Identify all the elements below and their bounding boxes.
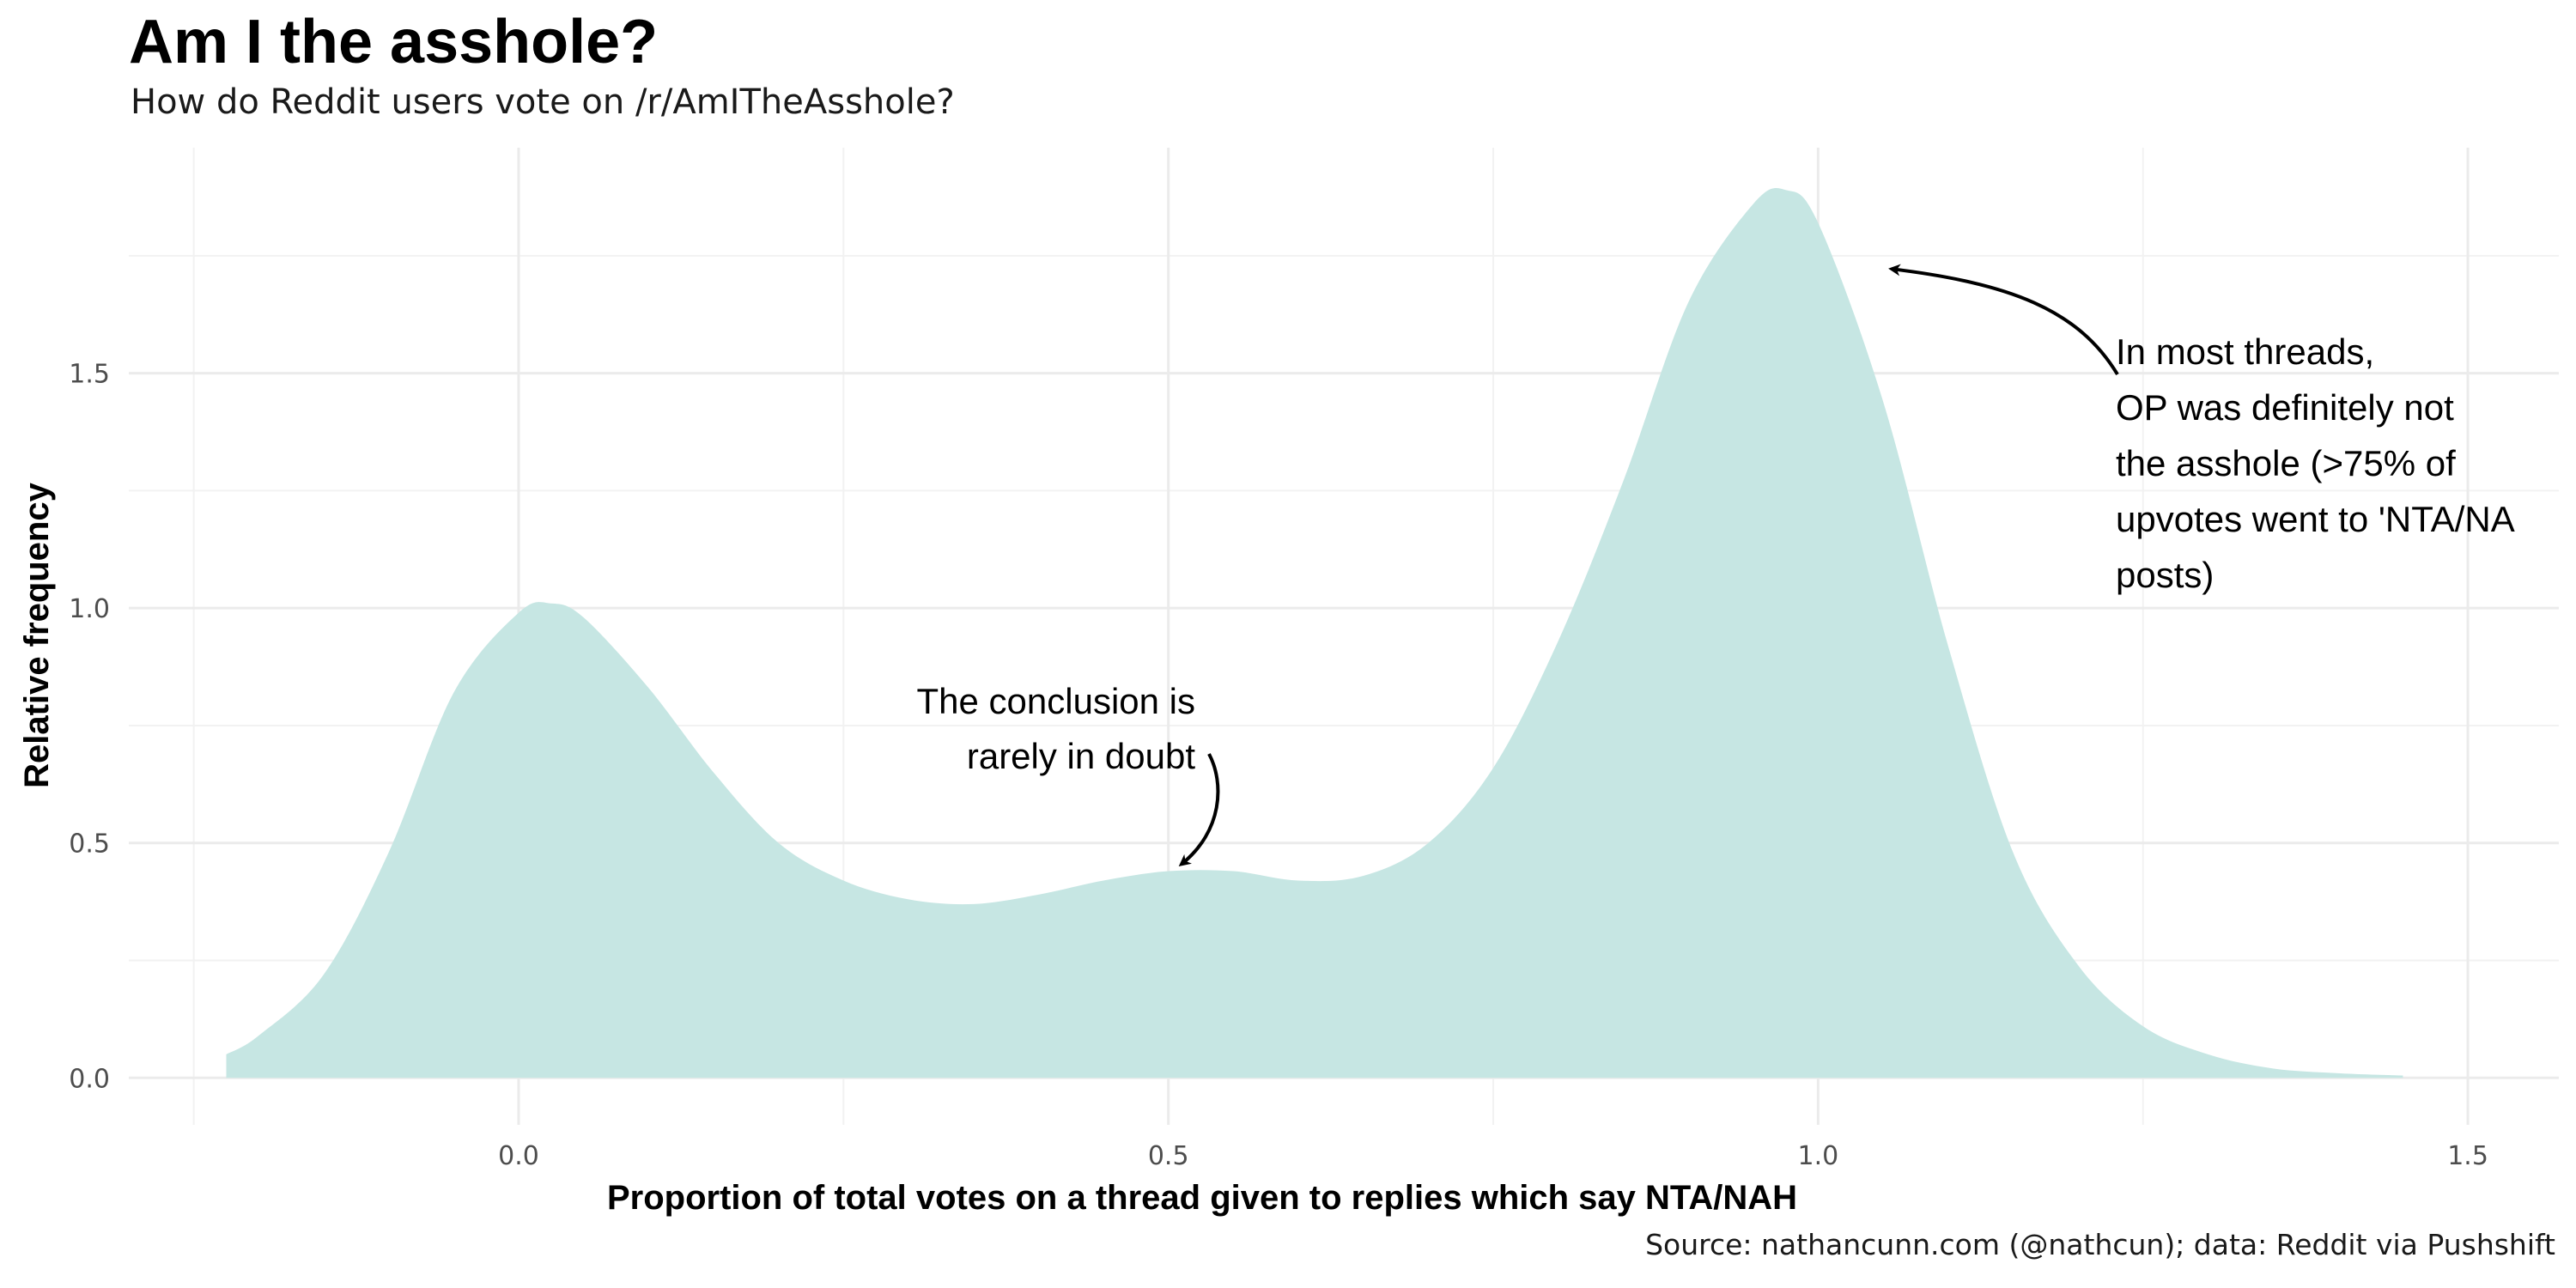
annotation-line: In most threads,: [2116, 331, 2374, 372]
annotation-line: OP was definitely not: [2116, 387, 2454, 428]
y-axis-label: Relative frequency: [18, 482, 56, 787]
chart-title: Am I the asshole?: [129, 8, 659, 76]
annotation-conclusion: The conclusion is rarely in doubt: [917, 681, 1196, 776]
chart-caption: Source: nathancunn.com (@nathcun); data:…: [1645, 1228, 2555, 1261]
x-tick-label: 0.0: [498, 1141, 539, 1171]
y-tick-label: 0.0: [69, 1064, 110, 1094]
x-axis-label: Proportion of total votes on a thread gi…: [607, 1179, 1797, 1217]
annotation-line: upvotes went to 'NTA/NA: [2116, 499, 2515, 539]
annotation-most-threads: In most threads, OP was definitely not the…: [2116, 331, 2515, 595]
annotation-line: rarely in doubt: [967, 736, 1195, 776]
annotation-line: the asshole (>75% of: [2116, 443, 2456, 483]
annotation-line: posts): [2116, 555, 2214, 595]
x-tick-label: 1.0: [1798, 1141, 1839, 1171]
annotation-line: The conclusion is: [917, 681, 1196, 721]
annotation-arrow: [1178, 753, 1220, 867]
density-area: [226, 188, 2403, 1078]
y-tick-label: 1.0: [69, 594, 110, 624]
axis-ticks: 0.0 0.5 1.0 1.5 0.0 0.5 1.0 1.5: [69, 360, 2488, 1171]
y-tick-label: 0.5: [69, 829, 110, 860]
chart-subtitle: How do Reddit users vote on /r/AmITheAss…: [131, 82, 955, 122]
x-tick-label: 0.5: [1148, 1141, 1189, 1171]
annotations: The conclusion is rarely in doubt In most …: [917, 264, 2515, 867]
y-tick-label: 1.5: [69, 360, 110, 390]
x-tick-label: 1.5: [2447, 1141, 2488, 1171]
annotation-arrow: [1888, 264, 2119, 376]
